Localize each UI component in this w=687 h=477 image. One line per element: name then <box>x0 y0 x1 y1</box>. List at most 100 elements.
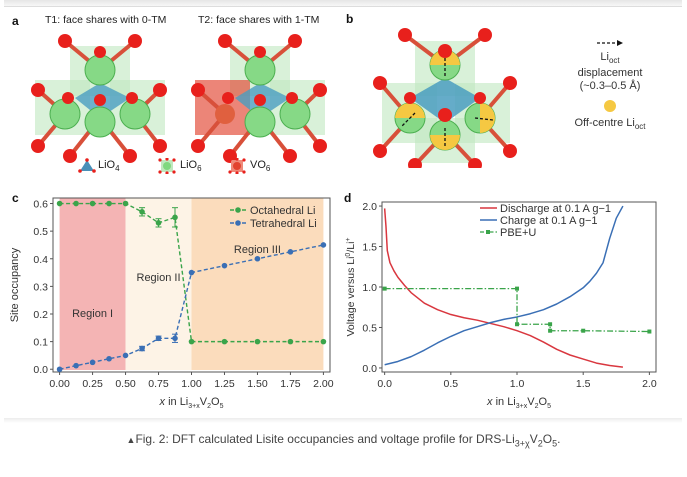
data-point <box>172 214 178 221</box>
lio6-icon <box>158 158 176 174</box>
legend-marker <box>235 207 241 213</box>
offcentre-li-icon <box>604 100 616 113</box>
data-point <box>56 366 63 373</box>
data-point <box>287 249 294 255</box>
data-point <box>122 200 129 207</box>
region-label: Region II <box>137 272 181 284</box>
pbe-u-marker <box>647 329 652 334</box>
pbe-u-marker <box>581 328 586 333</box>
data-point <box>139 345 145 352</box>
x-tick-label: 0.50 <box>115 378 136 390</box>
panel-b-structure <box>373 28 517 168</box>
x-tick-label: 2.00 <box>313 378 334 390</box>
chart-d: 0.0 0.5 1.0 1.5 2.0 0.0 0.5 1.0 1.5 2.0 x in Li3+x… <box>345 201 657 410</box>
top-divider <box>4 0 682 7</box>
legend-lio4-label: LiO4 <box>98 159 120 174</box>
y-tick-label: 1.0 <box>362 282 377 294</box>
data-point <box>188 269 195 276</box>
pbe-u-marker <box>548 328 553 333</box>
caption-sub: 5 <box>552 438 558 449</box>
region-1-band <box>59 198 126 370</box>
data-point <box>106 355 112 362</box>
caption-sub: 2 <box>537 438 543 449</box>
caption-sub: 3+χ <box>514 438 530 449</box>
y-tick-label: 0.2 <box>33 309 48 321</box>
offcentre-legend-label: Off-centre Lioct <box>574 117 646 132</box>
y-tick-label: 0.6 <box>33 199 48 211</box>
data-point <box>155 335 162 342</box>
data-point <box>73 362 79 369</box>
y-tick-label: 2.0 <box>362 201 377 213</box>
legend-label: Tetrahedral Li <box>250 218 317 230</box>
x-axis-label: x in Li3+xV2O5 <box>159 396 224 410</box>
region-label: Region I <box>72 308 113 320</box>
x-tick-label: 0.75 <box>148 378 169 390</box>
legend-label: Discharge at 0.1 A g−1 <box>500 203 611 215</box>
data-point <box>106 200 112 207</box>
x-tick-label: 1.5 <box>576 378 591 390</box>
panel-b-letter: b <box>346 12 354 26</box>
vo6-icon <box>228 158 246 174</box>
y-tick-label: 0.4 <box>33 254 48 266</box>
data-point <box>122 352 129 359</box>
data-point <box>221 262 228 269</box>
x-tick-label: 1.0 <box>510 378 525 390</box>
data-point <box>73 200 79 207</box>
data-point <box>254 338 261 345</box>
panel-a-structures <box>31 34 327 163</box>
data-point <box>188 338 195 345</box>
chart-c: 0.00 0.25 0.50 0.75 1.00 1.25 1.50 1.75 2.00 0.0 0… <box>9 197 334 410</box>
panel-a-title-t1: T1: face shares with 0-TM <box>45 14 167 26</box>
x-tick-label: 0.00 <box>49 378 70 390</box>
y-tick-label: 0.0 <box>362 363 377 375</box>
y-tick-label: 0.3 <box>33 281 48 293</box>
panel-d-letter: d <box>344 191 352 205</box>
y-tick-label: 0.0 <box>33 364 48 376</box>
x-tick-label: 0.25 <box>82 378 103 390</box>
panel-a-legend: LiO4 LiO6 VO6 <box>78 158 338 174</box>
data-point <box>89 359 96 366</box>
data-point <box>320 242 327 248</box>
data-point <box>172 335 178 342</box>
caption-text-v: V <box>529 432 538 446</box>
figure: a T1: face shares with 0-TM T2: face sha… <box>0 8 687 413</box>
lio4-icon <box>78 158 96 173</box>
caption-text-o: O <box>542 432 553 446</box>
data-point <box>320 338 327 345</box>
legend-lio6-label: LiO6 <box>180 159 202 174</box>
y-axis-label: Site occupancy <box>9 247 21 322</box>
pbe-u-marker <box>515 286 520 291</box>
legend-marker <box>486 230 490 234</box>
structure-t1 <box>31 34 167 163</box>
caption-text: Fig. 2: DFT calculated Lisite occupancie… <box>135 432 515 446</box>
arrow-legend-label: Lioct <box>600 51 620 66</box>
panel-b-legend: Lioct displacement (~0.3–0.5 Å) Off-cent… <box>545 38 675 133</box>
data-point <box>155 220 162 226</box>
arrow-legend-line2: displacement <box>577 67 643 80</box>
x-tick-label: 2.0 <box>642 378 657 390</box>
pbe-u-marker <box>382 286 387 291</box>
offcentre-li-sites <box>394 49 496 151</box>
data-point <box>287 338 294 345</box>
y-tick-label: 0.1 <box>33 337 48 349</box>
data-point <box>254 255 261 262</box>
caption-divider <box>4 418 682 423</box>
y-tick-label: 0.5 <box>362 322 377 334</box>
data-point <box>89 200 96 207</box>
caption-marker-icon: ▲ <box>126 435 136 445</box>
x-tick-label: 0.5 <box>444 378 459 390</box>
panel-a-letter: a <box>12 14 19 28</box>
x-tick-label: 1.00 <box>181 378 202 390</box>
y-axis-label: Voltage versus Li0/Li+ <box>345 237 357 336</box>
x-tick-label: 1.75 <box>280 378 301 390</box>
legend-label: Charge at 0.1 A g−1 <box>500 215 598 227</box>
pbe-u-marker <box>548 322 553 327</box>
dashed-arrow-icon <box>597 40 623 46</box>
pbe-u-marker <box>515 322 520 327</box>
figure-caption: ▲Fig. 2: DFT calculated Lisite occupanci… <box>0 432 687 448</box>
x-tick-label: 1.50 <box>247 378 268 390</box>
panel-a-title-t2: T2: face shares with 1-TM <box>198 14 320 26</box>
legend-label: PBE+U <box>500 227 536 239</box>
y-tick-label: 1.5 <box>362 242 377 254</box>
discharge-curve <box>383 208 623 368</box>
